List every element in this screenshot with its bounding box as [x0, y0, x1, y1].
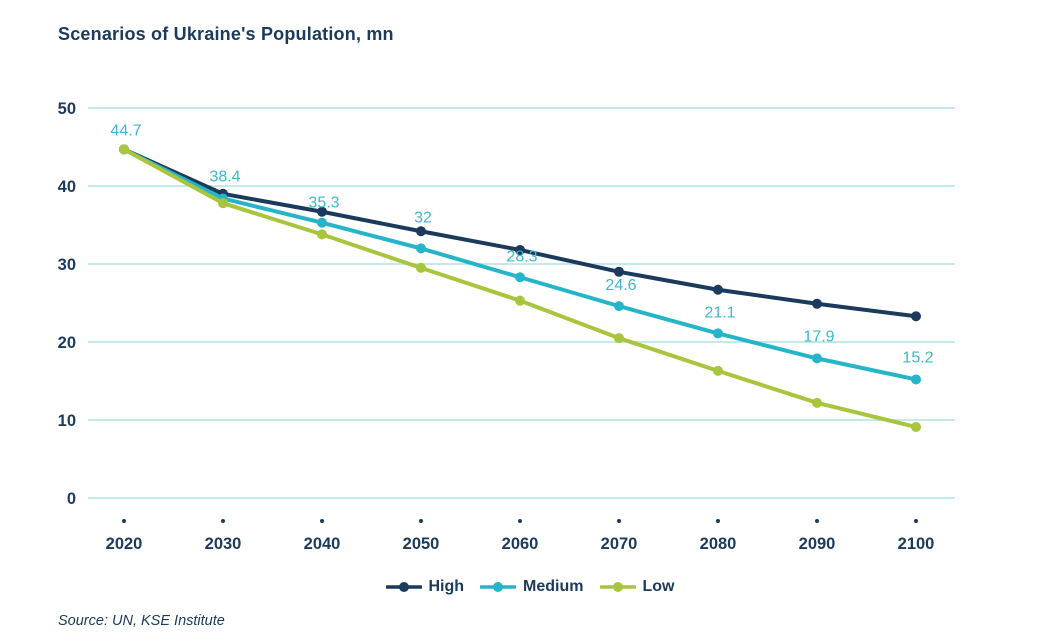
data-point-high [515, 244, 525, 255]
data-point-low [911, 422, 921, 433]
x-tick-dot [716, 519, 720, 523]
data-point-low [812, 397, 822, 408]
series-line-high [122, 147, 918, 319]
data-point-medium [911, 374, 921, 385]
x-tick-label: 2040 [304, 535, 341, 553]
data-label-medium: 44.7 [110, 122, 141, 139]
chart-legend: High Medium Low [0, 578, 1060, 596]
y-tick-label: 40 [58, 178, 76, 196]
x-tick-dot [617, 519, 621, 523]
data-point-low [416, 262, 426, 273]
data-point-high [416, 226, 426, 237]
data-label-medium: 21.1 [704, 304, 735, 321]
legend-marker-low-icon [599, 582, 636, 592]
y-tick-label: 50 [58, 100, 76, 118]
y-tick-label: 0 [67, 490, 76, 508]
y-tick-label: 20 [58, 334, 76, 352]
x-tick-label: 2090 [799, 535, 836, 553]
x-tick-label: 2060 [502, 535, 539, 553]
data-point-low [713, 365, 723, 376]
legend-marker-medium-icon [480, 582, 517, 592]
data-label-medium: 24.6 [605, 277, 636, 294]
data-point-high [911, 311, 921, 322]
x-tick-dot [518, 519, 522, 523]
x-tick-dot [221, 519, 225, 523]
data-point-high [812, 298, 822, 309]
legend-item-low: Low [599, 578, 675, 596]
x-tick-label: 2020 [106, 535, 143, 553]
x-tick-dot [320, 519, 324, 523]
x-tick-label: 2050 [403, 535, 440, 553]
legend-label-medium: Medium [523, 578, 584, 595]
legend-label-high: High [428, 578, 465, 595]
data-point-medium [713, 328, 723, 339]
data-point-low [515, 295, 525, 306]
x-tick-label: 2080 [700, 535, 737, 553]
data-point-low [614, 333, 624, 344]
y-tick-label: 30 [58, 256, 76, 274]
series-line-low [122, 147, 918, 430]
data-label-medium: 32 [414, 209, 432, 226]
x-tick-label: 2030 [205, 535, 242, 553]
data-point-low [119, 144, 129, 155]
y-tick-label: 10 [58, 412, 76, 430]
data-point-high [614, 266, 624, 277]
data-point-low [317, 229, 327, 240]
legend-item-high: High [385, 578, 465, 596]
data-label-medium: 28.3 [506, 248, 537, 265]
legend-label-low: Low [642, 578, 675, 595]
data-point-medium [416, 243, 426, 254]
x-tick-dot [815, 519, 819, 523]
legend-item-medium: Medium [480, 578, 584, 596]
data-point-medium [515, 272, 525, 283]
x-tick-label: 2070 [601, 535, 638, 553]
data-label-medium: 35.3 [308, 195, 339, 212]
chart-title: Scenarios of Ukraine's Population, mn [58, 24, 394, 44]
data-point-high [713, 284, 723, 295]
data-label-medium: 17.9 [803, 328, 834, 345]
source-note: Source: UN, KSE Institute [58, 613, 225, 629]
data-point-high [317, 206, 327, 217]
data-point-medium [317, 217, 327, 228]
legend-marker-high-icon [385, 582, 422, 592]
data-point-medium [812, 353, 822, 364]
x-tick-dot [122, 519, 126, 523]
data-point-medium [614, 301, 624, 312]
x-tick-dot [914, 519, 918, 523]
x-tick-dot [419, 519, 423, 523]
x-tick-label: 2100 [898, 535, 935, 553]
data-point-low [218, 198, 228, 209]
data-label-medium: 38.4 [209, 168, 240, 185]
data-label-medium: 15.2 [902, 349, 933, 366]
